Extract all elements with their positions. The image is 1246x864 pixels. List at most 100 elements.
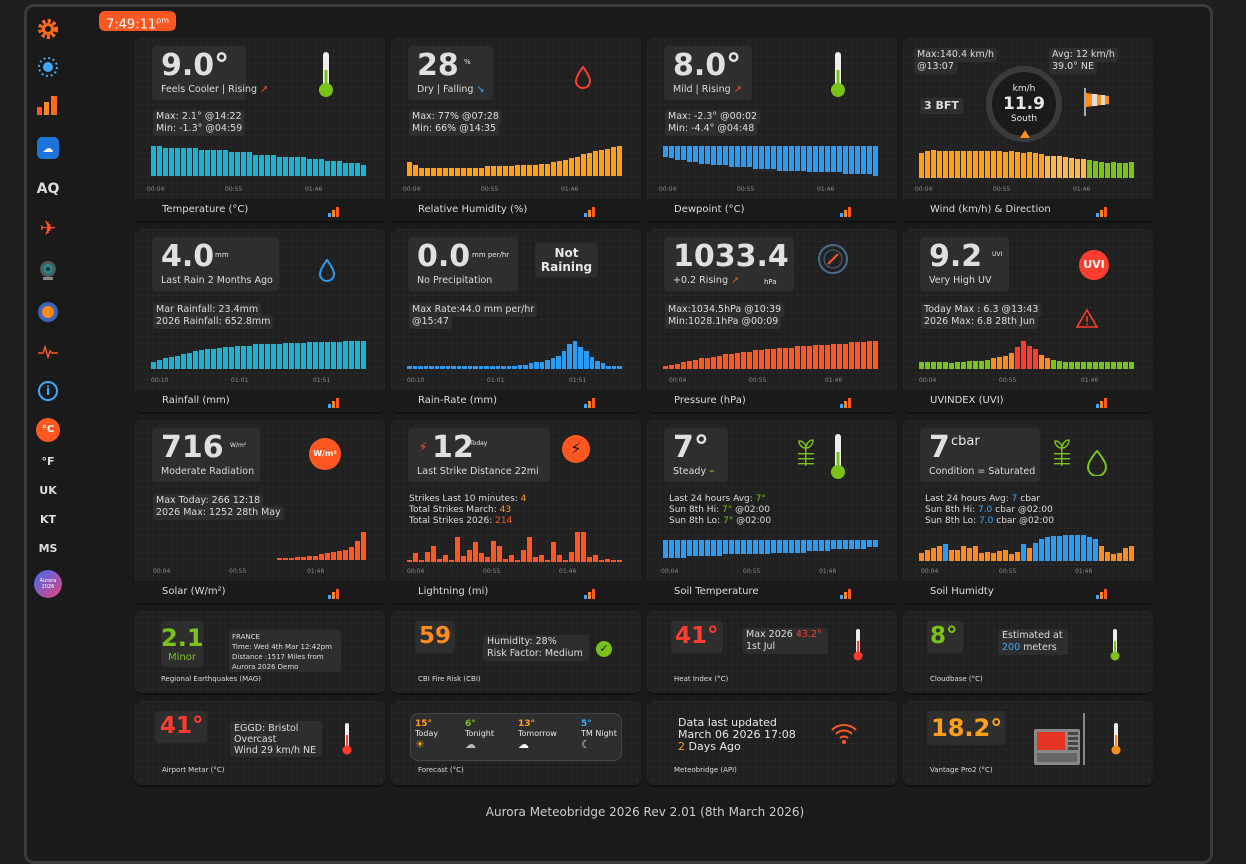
soilhum-card[interactable]: 7 cbar Condition = Saturated Last 24 hou…	[903, 420, 1153, 603]
chart-bar	[747, 352, 752, 369]
chart-bar	[545, 360, 550, 369]
chart-icon[interactable]	[328, 395, 340, 412]
chart-icon[interactable]	[584, 586, 596, 603]
chart-bar	[343, 550, 348, 560]
soilh-value: 7	[929, 430, 950, 465]
celsius-button[interactable]: °C	[30, 415, 66, 445]
info-icon[interactable]: i	[30, 376, 66, 406]
lightning-card[interactable]: ⚡ 12 Today Last Strike Distance 22mi ⚡ S…	[391, 420, 641, 603]
vantage-card[interactable]: 18.2° Vantage Pro2 (°C)	[903, 701, 1153, 785]
rainrate-card[interactable]: 0.0 mm per/hr No Precipitation Not Rainin…	[391, 229, 641, 412]
chart-bar	[855, 342, 860, 369]
humidity-card[interactable]: 28 % Dry | Falling ↘ Max: 77% @07:28 Min…	[391, 38, 641, 221]
pressure-card[interactable]: 1033.4 +0.2 Rising ↗ hPa Max:1034.5hPa @…	[647, 229, 897, 412]
rain-status: Last Rain 2 Months Ago	[161, 275, 273, 286]
fire-value-box: 59	[415, 621, 455, 653]
chart-bar	[813, 345, 818, 369]
chart-icon[interactable]	[840, 204, 852, 221]
forecast-tonight[interactable]: 6° Tonight ☁	[465, 719, 515, 751]
forecast-tm-night[interactable]: 5° TM Night ☾	[581, 719, 623, 751]
brightness-icon[interactable]	[30, 52, 66, 82]
dewpoint-card[interactable]: 8.0° Mild | Rising ↗ Max: -2.3° @00:02 M…	[647, 38, 897, 221]
hum-value-box: 28 % Dry | Falling ↘	[408, 46, 493, 100]
chart-icon[interactable]	[584, 395, 596, 412]
chart-icon[interactable]	[328, 204, 340, 221]
chart-bar	[455, 168, 460, 176]
chart-bar	[205, 150, 210, 176]
temperature-card[interactable]: 9.0° Feels Cooler | Rising ↗ Max: 2.1° @…	[135, 38, 385, 221]
chart-bar	[1015, 347, 1020, 369]
wind-card[interactable]: Max:140.4 km/h @13:07 Avg: 12 km/h 39.0°…	[903, 38, 1153, 221]
chart-bar	[1111, 362, 1116, 369]
chart-bar	[575, 157, 580, 176]
soilh-footer: Soil Humidty	[903, 581, 1153, 603]
earthquake-card[interactable]: 2.1 Minor FRANCE Time: Wed 4th Mar 12:42…	[135, 611, 385, 693]
webcam-icon[interactable]	[30, 255, 66, 285]
heat-max: 43.2°	[795, 629, 822, 640]
solar-card[interactable]: 716 W/m² Moderate Radiation W/m² Max Tod…	[135, 420, 385, 603]
chart-bar	[361, 165, 366, 176]
chart-icon[interactable]	[1096, 395, 1108, 412]
strikes-year: 214	[495, 516, 513, 526]
soilt-value: 7°	[673, 430, 709, 465]
rainfall-card[interactable]: 4.0 mm Last Rain 2 Months Ago Mar Rainfa…	[135, 229, 385, 412]
chart-bar	[313, 342, 318, 369]
forecast-label: TM Night	[581, 729, 617, 738]
chart-bar	[699, 146, 704, 164]
footer-text: Aurora Meteobridge 2026 Rev 2.01 (8th Ma…	[485, 805, 805, 819]
chart-bar	[855, 146, 860, 174]
fire-risk-card[interactable]: 59 Humidity: 28% Risk Factor: Medium ✓ C…	[391, 611, 641, 693]
chart-icon[interactable]	[584, 204, 596, 221]
forecast-today[interactable]: 15° Today ☀	[415, 719, 465, 751]
axis-label: 00:04	[669, 377, 687, 384]
aq-button[interactable]: AQ	[36, 181, 60, 197]
forecast-card[interactable]: 15° Today ☀ 6° Tonight ☁ 13° Tomorrow ☁ 5° TM N…	[391, 701, 641, 785]
axis-label: 01:46	[305, 186, 323, 193]
uk-button[interactable]: UK	[39, 483, 57, 497]
charts-icon[interactable]	[30, 90, 66, 120]
chart-bar	[229, 347, 234, 369]
heat-index-card[interactable]: 41° Max 2026 43.2° 1st Jul Heat Index (°…	[647, 611, 897, 693]
dew-value-box: 8.0° Mild | Rising ↗	[664, 46, 752, 100]
chart-bar	[925, 362, 930, 369]
forecast-tomorrow[interactable]: 13° Tomorrow ☁	[518, 719, 568, 751]
axis-label: 00:04	[919, 377, 937, 384]
chart-bar	[151, 362, 156, 369]
chart-bar	[205, 349, 210, 369]
chart-bar	[825, 345, 830, 369]
chart-icon[interactable]	[1096, 586, 1108, 603]
plant-icon	[798, 439, 814, 466]
kt-button[interactable]: KT	[39, 512, 57, 526]
forecast-strip: 15° Today ☀ 6° Tonight ☁ 13° Tomorrow ☁ 5° TM N…	[410, 713, 622, 761]
uv-card[interactable]: 9.2 UVI Very High UV UVI Today Max : 6.3…	[903, 229, 1153, 412]
cloud-unit: meters	[1020, 642, 1057, 653]
moon-phase-icon[interactable]	[30, 297, 66, 327]
aurora-logo[interactable]: Aurora 2026	[30, 569, 66, 599]
chart-bar	[801, 346, 806, 369]
cloudbase-card[interactable]: 8° Estimated at 200 meters Cloudbase (°C…	[903, 611, 1153, 693]
settings-gear-icon[interactable]	[30, 14, 66, 44]
pulse-icon[interactable]	[30, 337, 66, 367]
chart-icon[interactable]	[1096, 204, 1108, 221]
axis-label: 01:46	[559, 568, 577, 575]
chart-bar	[473, 366, 478, 369]
metar-card[interactable]: 41° EGGD: Bristol Overcast Wind 29 km/h …	[135, 701, 385, 785]
chart-bar	[765, 349, 770, 369]
chart-icon[interactable]	[840, 395, 852, 412]
ms-button[interactable]: MS	[38, 541, 58, 555]
fahrenheit-button[interactable]: °F	[41, 454, 55, 468]
solar-value-box: 716 W/m² Moderate Radiation	[152, 428, 260, 482]
forecast-title: Forecast (°C)	[418, 766, 464, 774]
chart-bar	[461, 556, 466, 562]
chart-bar	[449, 168, 454, 176]
chart-icon[interactable]	[840, 586, 852, 603]
weather-cloud-icon[interactable]: ☁	[30, 133, 66, 163]
chart-bar	[1093, 362, 1098, 369]
chart-bar	[1045, 156, 1050, 178]
chart-bar	[491, 166, 496, 176]
soiltemp-card[interactable]: 7° Steady ⌁ Last 24 hours Avg: 7° Sun 8t…	[647, 420, 897, 603]
chart-bar	[319, 342, 324, 369]
airplane-icon[interactable]: ✈	[39, 216, 57, 240]
meteobridge-card[interactable]: Data last updated March 06 2026 17:08 2 …	[647, 701, 897, 785]
chart-icon[interactable]	[328, 586, 340, 603]
